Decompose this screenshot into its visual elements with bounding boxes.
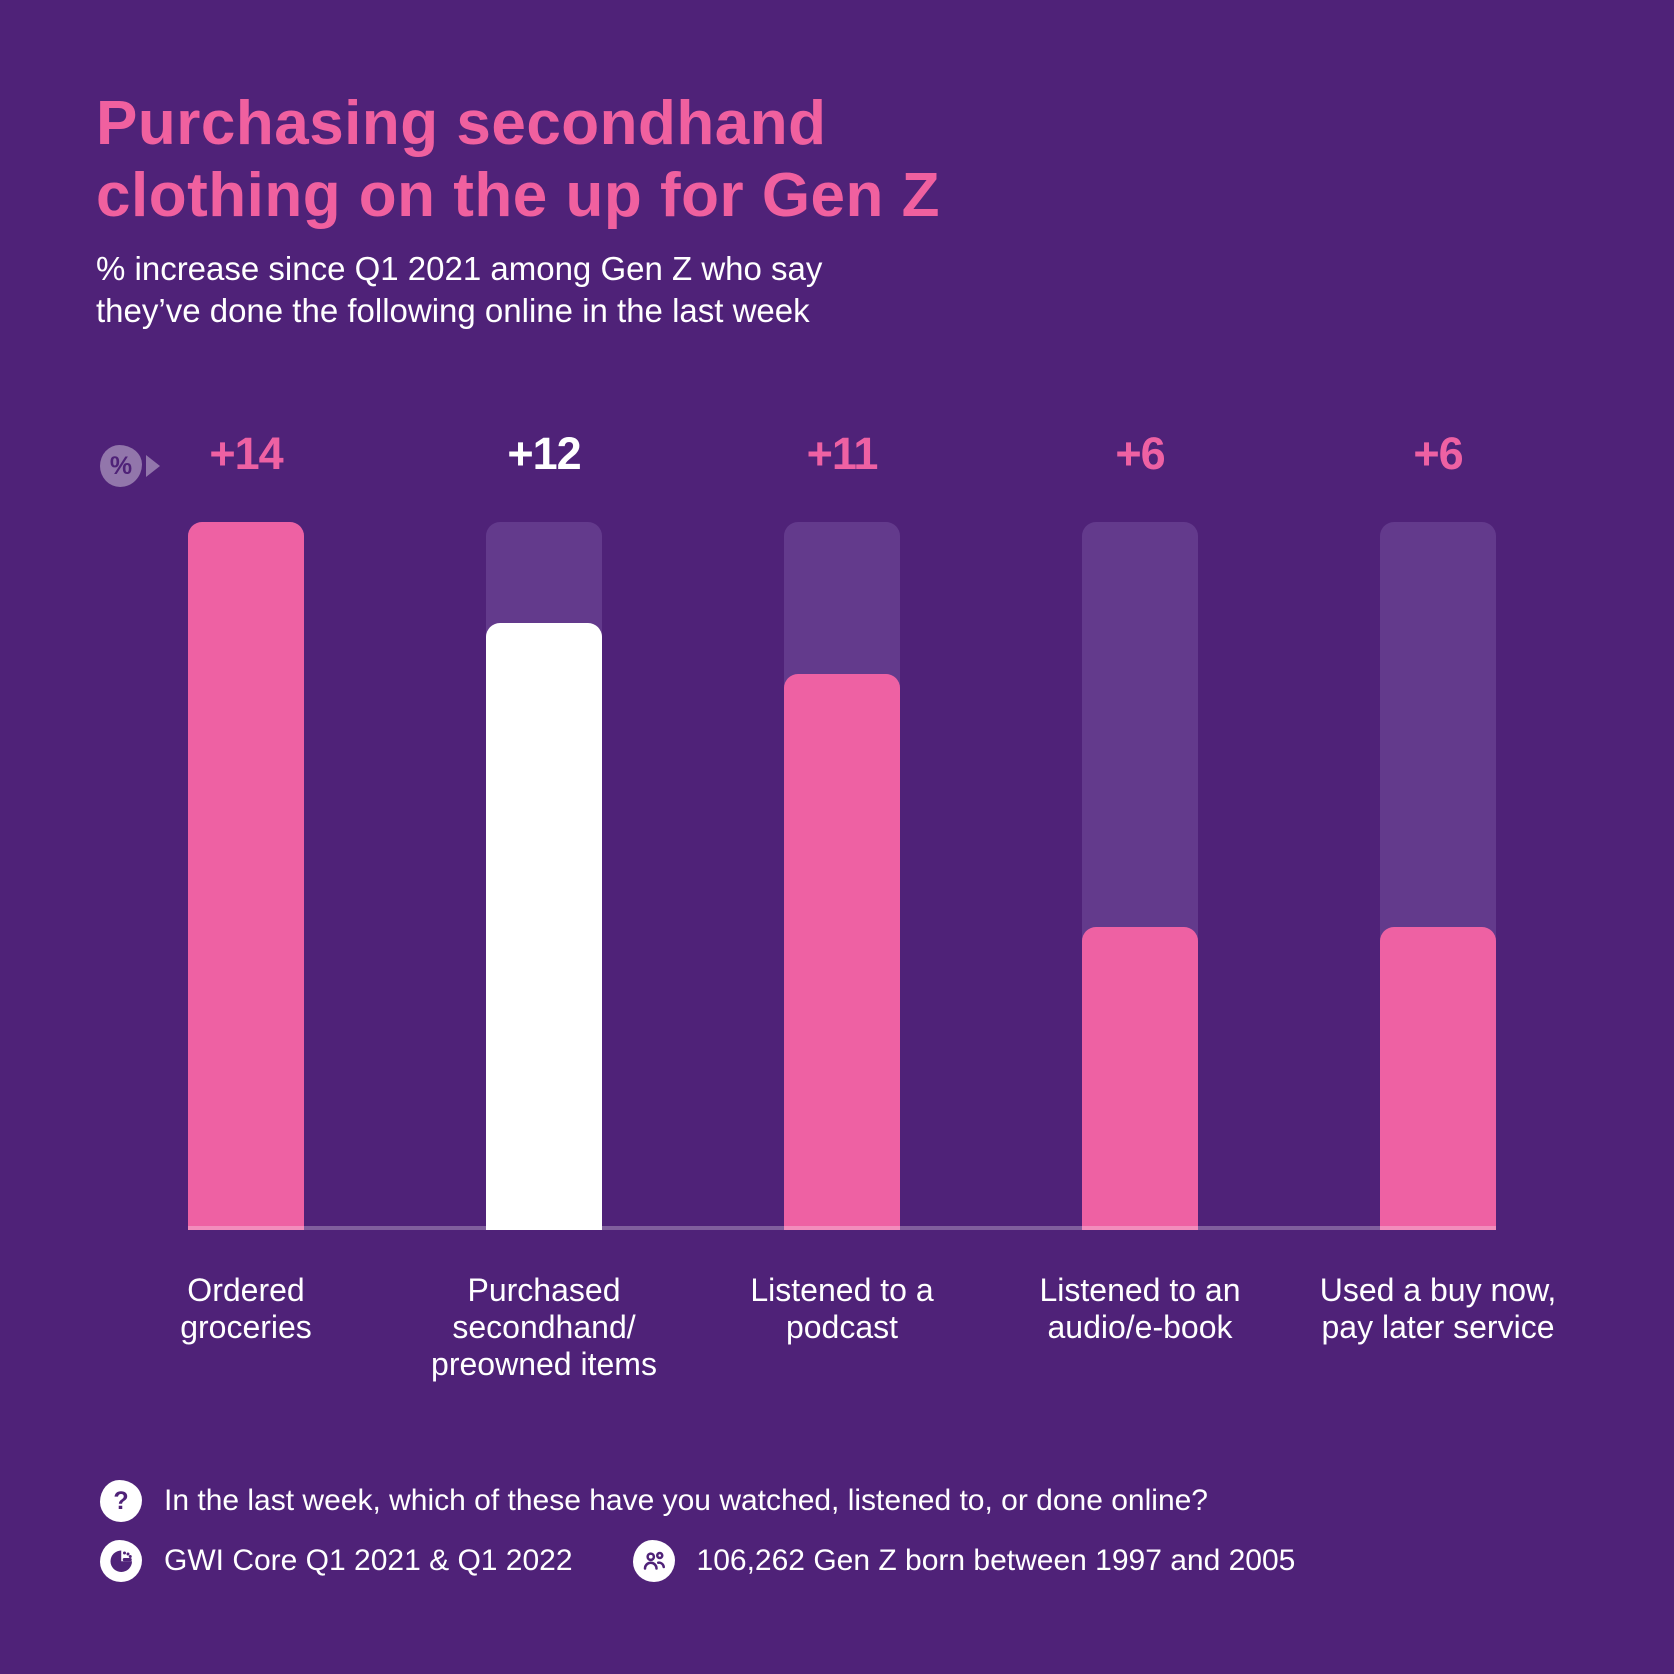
bar-fill (486, 623, 602, 1230)
audience-icon (632, 1540, 675, 1582)
bar-value-label: +11 (806, 428, 879, 479)
question-icon: ? (100, 1480, 142, 1522)
bar-column-ordered-groceries: +14 Ordered groceries (180, 0, 312, 1674)
percent-icon: % (100, 445, 142, 487)
bar-fill (188, 522, 304, 1230)
source-text: GWI Core Q1 2021 & Q1 2022 (164, 1544, 573, 1577)
chart-baseline (188, 1226, 1496, 1230)
gwi-logo-icon (100, 1540, 142, 1582)
bar-fill (1380, 927, 1496, 1230)
bar-column-listened-audiobook: +6 Listened to an audio/e-book (1039, 0, 1240, 1674)
source-group: GWI Core Q1 2021 & Q1 2022 (100, 1540, 573, 1582)
bar-fill (1082, 927, 1198, 1230)
sample-text: 106,262 Gen Z born between 1997 and 2005 (696, 1544, 1296, 1577)
category-label: Listened to an audio/e-book (1039, 1272, 1241, 1345)
question-text: In the last week, which of these have yo… (164, 1484, 1208, 1517)
category-label: Purchased secondhand/ preowned items (431, 1272, 657, 1382)
bar-value-label: +6 (1413, 428, 1463, 479)
category-label: Listened to a podcast (750, 1272, 934, 1345)
percent-axis-badge: % (100, 445, 162, 487)
sample-group: 106,262 Gen Z born between 1997 and 2005 (632, 1540, 1296, 1582)
bar-column-buy-now-pay-later: +6 Used a buy now, pay later service (1320, 0, 1557, 1674)
source-row: GWI Core Q1 2021 & Q1 2022 106,262 Gen Z… (100, 1540, 1295, 1582)
bar-value-label: +14 (209, 428, 283, 479)
category-label: Ordered groceries (180, 1272, 312, 1345)
page-subtitle: % increase since Q1 2021 among Gen Z who… (96, 250, 823, 329)
arrow-right-icon (146, 455, 160, 477)
category-label: Used a buy now, pay later service (1319, 1272, 1557, 1345)
bar-column-listened-podcast: +11 Listened to a podcast (750, 0, 933, 1674)
bar-column-purchased-secondhand: +12 Purchased secondhand/ preowned items (431, 0, 657, 1674)
question-row: ? In the last week, which of these have … (100, 1480, 1208, 1522)
page-title: Purchasing secondhand clothing on the up… (96, 89, 941, 230)
bar-value-label: +12 (507, 428, 581, 479)
bar-value-label: +6 (1115, 428, 1165, 479)
bar-fill (784, 674, 900, 1230)
